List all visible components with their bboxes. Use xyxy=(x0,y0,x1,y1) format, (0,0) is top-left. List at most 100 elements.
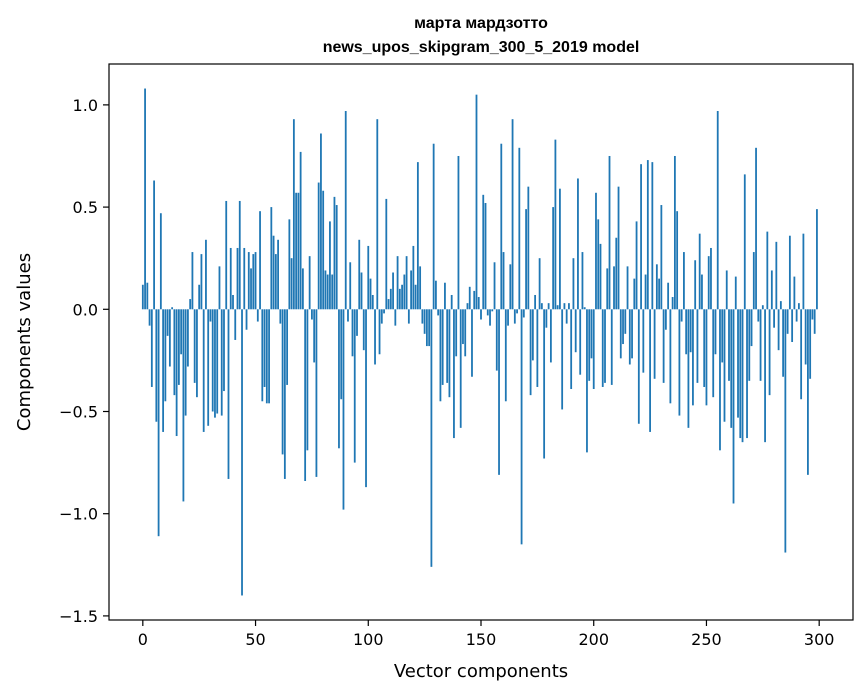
bar xyxy=(800,309,803,400)
bar xyxy=(791,309,794,342)
bar xyxy=(660,205,663,310)
bar xyxy=(232,294,234,310)
bar xyxy=(457,155,460,310)
bar xyxy=(157,309,160,537)
bar xyxy=(335,205,338,310)
bar xyxy=(299,151,302,310)
bar xyxy=(214,309,216,418)
bar xyxy=(680,309,683,322)
bar xyxy=(502,252,505,310)
bar xyxy=(516,309,518,314)
bar xyxy=(795,309,798,322)
bar xyxy=(707,256,710,310)
bar xyxy=(737,309,739,418)
bar xyxy=(493,262,496,310)
bar xyxy=(385,198,388,310)
bar xyxy=(536,309,539,387)
bar xyxy=(464,309,467,357)
bar xyxy=(227,309,230,479)
bar xyxy=(777,309,780,351)
bar xyxy=(513,309,516,324)
bar xyxy=(389,288,392,310)
bar xyxy=(261,309,264,402)
bar xyxy=(597,219,600,310)
bar xyxy=(241,309,243,596)
x-tick-label: 200 xyxy=(578,630,609,649)
bar xyxy=(432,143,435,310)
bar xyxy=(725,270,728,310)
bar xyxy=(164,309,167,402)
bar xyxy=(662,309,665,383)
bar xyxy=(311,309,313,320)
bar xyxy=(500,143,503,310)
bar xyxy=(347,309,349,322)
bar xyxy=(150,309,153,387)
bar xyxy=(360,272,363,310)
bar xyxy=(376,119,379,310)
y-tick-label: 1.0 xyxy=(73,96,98,115)
bar xyxy=(604,309,606,383)
bar xyxy=(205,239,207,310)
bar xyxy=(757,309,760,322)
bar xyxy=(392,272,394,310)
bar xyxy=(274,254,277,310)
bar xyxy=(277,239,279,310)
bar xyxy=(159,213,162,310)
bar xyxy=(766,231,769,310)
bar xyxy=(338,309,340,449)
y-tick-label: 0.5 xyxy=(73,198,98,217)
bar xyxy=(173,309,176,396)
bar xyxy=(543,309,546,459)
bar xyxy=(148,309,151,326)
bar xyxy=(692,309,694,406)
bar xyxy=(428,309,431,347)
bar xyxy=(786,309,789,334)
bar xyxy=(676,211,679,310)
bar xyxy=(588,309,591,381)
bar xyxy=(320,133,322,310)
bar xyxy=(297,192,300,310)
bar xyxy=(453,309,455,439)
bar xyxy=(797,303,800,310)
bar xyxy=(423,309,426,334)
bar xyxy=(622,309,624,345)
bar xyxy=(329,221,331,310)
bar xyxy=(743,174,746,310)
bar xyxy=(146,282,149,310)
bar xyxy=(437,309,440,316)
bar xyxy=(462,309,464,345)
bar xyxy=(401,284,403,310)
bar xyxy=(568,303,570,310)
x-tick-label: 250 xyxy=(691,630,722,649)
bar xyxy=(383,309,385,314)
bar xyxy=(721,309,724,363)
bar xyxy=(655,264,658,310)
bar xyxy=(599,243,602,310)
bar xyxy=(419,266,422,310)
bar xyxy=(256,309,259,322)
bar xyxy=(229,247,232,310)
bar xyxy=(272,235,275,310)
y-axis: −1.5 −1.0 −0.5 0.0 0.5 1.0 xyxy=(59,96,109,626)
bar xyxy=(446,309,449,383)
bar xyxy=(234,309,237,340)
bar xyxy=(374,309,376,365)
bar xyxy=(750,309,753,347)
bar xyxy=(306,309,309,451)
bar xyxy=(678,309,681,416)
bar xyxy=(252,254,255,310)
bar xyxy=(295,192,298,310)
x-tick-label: 100 xyxy=(353,630,384,649)
bar xyxy=(813,309,816,334)
bar xyxy=(586,309,588,453)
bar xyxy=(712,309,715,398)
y-tick-label: 0.0 xyxy=(73,300,98,319)
bar xyxy=(547,303,550,310)
bar xyxy=(459,309,462,428)
bar xyxy=(182,309,185,502)
bar xyxy=(689,309,692,353)
bar xyxy=(570,309,573,390)
bar xyxy=(807,309,809,475)
bar xyxy=(664,309,667,330)
bar xyxy=(522,309,525,318)
